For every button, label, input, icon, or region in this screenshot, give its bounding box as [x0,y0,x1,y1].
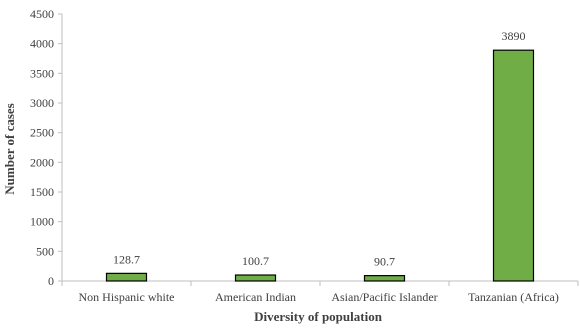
bar [105,272,148,282]
y-axis-title: Number of cases [2,103,17,194]
data-label: 90.7 [374,255,395,269]
y-tick-label: 1500 [30,185,54,199]
y-tick-label: 3500 [30,66,54,80]
data-label: 3890 [502,29,526,43]
data-labels: 128.7 100.7 90.7 3890 [113,29,526,268]
y-tick-label: 3000 [30,96,54,110]
x-category-label: Non Hispanic white [79,290,175,304]
data-label: 128.7 [113,252,140,266]
x-axis-title: Diversity of population [254,309,383,324]
data-label: 100.7 [242,254,269,268]
y-tick-label: 1000 [30,215,54,229]
x-category-label: American Indian [215,290,296,304]
y-tick-label: 500 [36,244,54,258]
y-tick-label: 2500 [30,126,54,140]
bars [105,49,535,282]
y-tick-label: 4000 [30,37,54,51]
y-tick-label: 2000 [30,155,54,169]
bar [234,274,277,282]
x-category-label: Asian/Pacific Islander [331,290,437,304]
bar [363,275,406,282]
bar [492,49,535,282]
y-tick-label: 0 [48,274,54,288]
x-axis: Non Hispanic white American Indian Asian/P… [61,280,579,304]
x-category-label: Tanzanian (Africa) [468,290,559,304]
y-tick-label: 4500 [30,7,54,21]
y-axis: 0 500 1000 1500 2000 2500 3000 3500 4000 4500 [30,7,63,288]
